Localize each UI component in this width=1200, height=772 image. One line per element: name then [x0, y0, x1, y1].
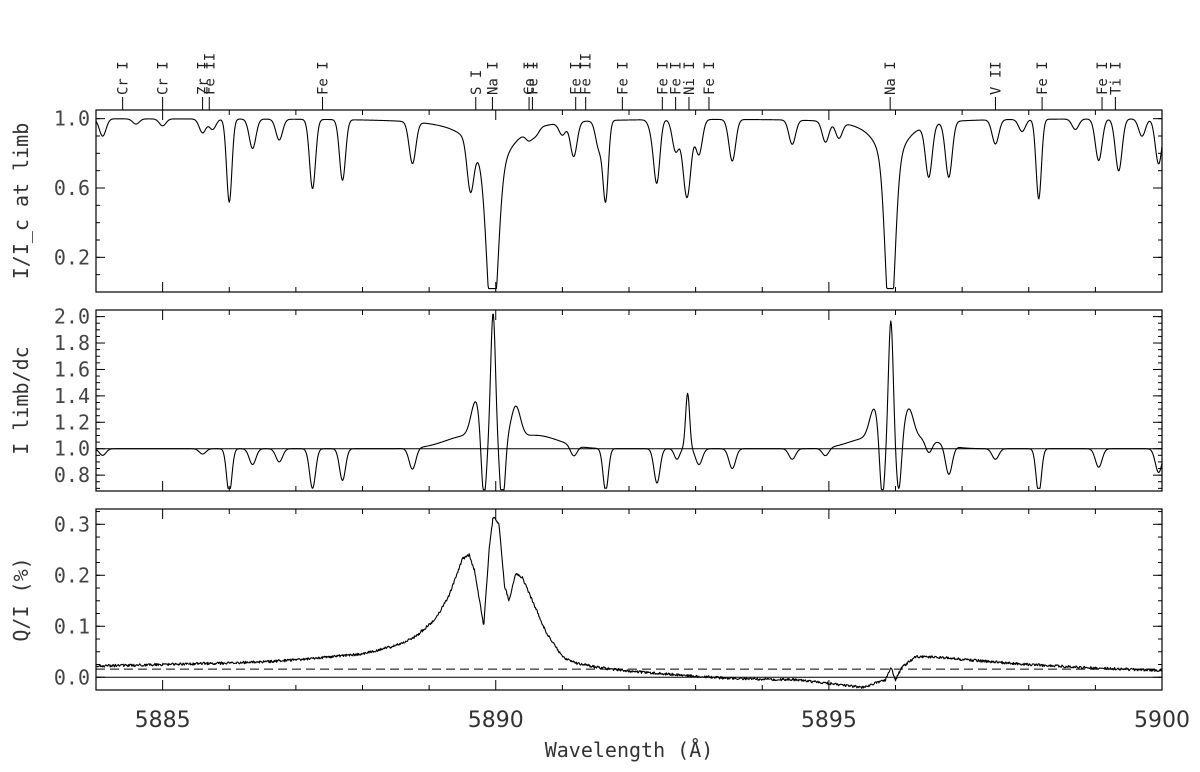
line-id-label: Zr I — [196, 61, 212, 95]
panel-intensity-ratio: 2.01.81.6 1.41.2 1.00.8 I limb/dc — [9, 305, 1163, 492]
line-id-label: Na I — [485, 61, 501, 95]
line-id-label: Fe I — [655, 61, 671, 95]
line-id-label: Ni I — [682, 61, 698, 95]
y-tick-label: 1.6 — [54, 357, 90, 381]
line-id-label: Fe I — [316, 61, 332, 95]
line-id-label: Fe I — [669, 61, 685, 95]
line-id-label: Fe I — [1095, 61, 1111, 95]
series-line — [95, 516, 1163, 689]
y-tick-label: 1.0 — [54, 437, 90, 461]
line-id-label: S I — [469, 70, 485, 95]
line-id-label: Co I — [522, 61, 538, 95]
y-tick-label: 0.2 — [54, 245, 90, 269]
x-tick-label: 5895 — [801, 708, 857, 733]
x-axis-label: Wavelength (Å) — [545, 738, 714, 762]
y-tick-label: 1.8 — [54, 331, 90, 355]
y-tick-label: 1.0 — [54, 107, 90, 131]
y-tick-label: 0.6 — [54, 176, 90, 200]
line-id-label: Na I — [883, 61, 899, 95]
x-tick-label: 5900 — [1134, 708, 1190, 733]
line-id-label: Fe II — [202, 53, 218, 95]
line-id-label: Fe II — [579, 53, 595, 95]
line-id-label: Cr I — [116, 61, 132, 95]
y-axis-label: Q/I (%) — [9, 557, 33, 641]
series-line — [95, 313, 1163, 491]
y-axis-label: I/I_c at limb — [9, 123, 33, 280]
y-tick-label: 2.0 — [54, 305, 90, 329]
panel-polarization: 0.3 0.2 0.1 0.0 Q/I (%) — [9, 508, 1163, 691]
y-tick-label: 0.1 — [54, 614, 90, 638]
y-tick-label: 1.4 — [54, 384, 90, 408]
line-id-label: Cr I — [156, 61, 172, 95]
x-tick-label: 5890 — [468, 708, 524, 733]
plot-frame — [95, 309, 1163, 492]
panel-intensity: 1.0 0.6 0.2 I/I_c at limb — [9, 107, 1163, 293]
y-tick-label: 1.2 — [54, 410, 90, 434]
x-axis: 5885 5890 5895 5900 Wavelength (Å) — [135, 708, 1190, 762]
y-tick-label: 0.2 — [54, 563, 90, 587]
y-tick-label: 0.3 — [54, 512, 90, 536]
x-tick-label: 5885 — [135, 708, 191, 733]
line-id-label: Fe I — [569, 61, 585, 95]
y-tick-label: 0.0 — [54, 665, 90, 689]
line-id-label: Fe I — [525, 61, 541, 95]
line-id-label: Fe I — [702, 61, 718, 95]
line-id-label: Fe I — [1035, 61, 1051, 95]
line-id-label: Ti I — [1108, 61, 1124, 95]
series-line — [95, 118, 1163, 290]
y-tick-label: 0.8 — [54, 463, 90, 487]
line-id-label: V II — [988, 61, 1004, 95]
line-id-label: Fe I — [615, 61, 631, 95]
y-axis-label: I limb/dc — [9, 346, 33, 454]
